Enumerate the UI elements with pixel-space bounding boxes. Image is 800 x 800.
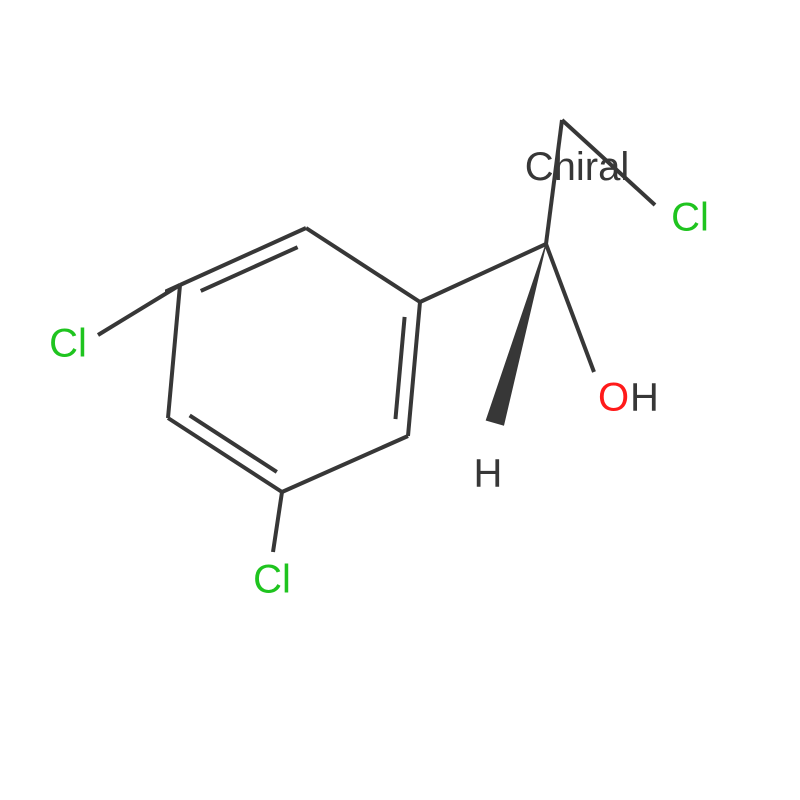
- atom-label-cl-para: Cl: [49, 322, 87, 366]
- chemical-structure: ClClClOHHChiral: [0, 0, 800, 800]
- atom-label-cl-ortho: Cl: [253, 558, 291, 602]
- atom-label-oh-o: O: [598, 376, 629, 420]
- atom-label-h-wedge: H: [474, 452, 503, 496]
- atom-label-oh-h: H: [630, 376, 659, 420]
- chiral-annotation: Chiral: [525, 145, 629, 189]
- atom-label-cl-chain: Cl: [671, 196, 709, 240]
